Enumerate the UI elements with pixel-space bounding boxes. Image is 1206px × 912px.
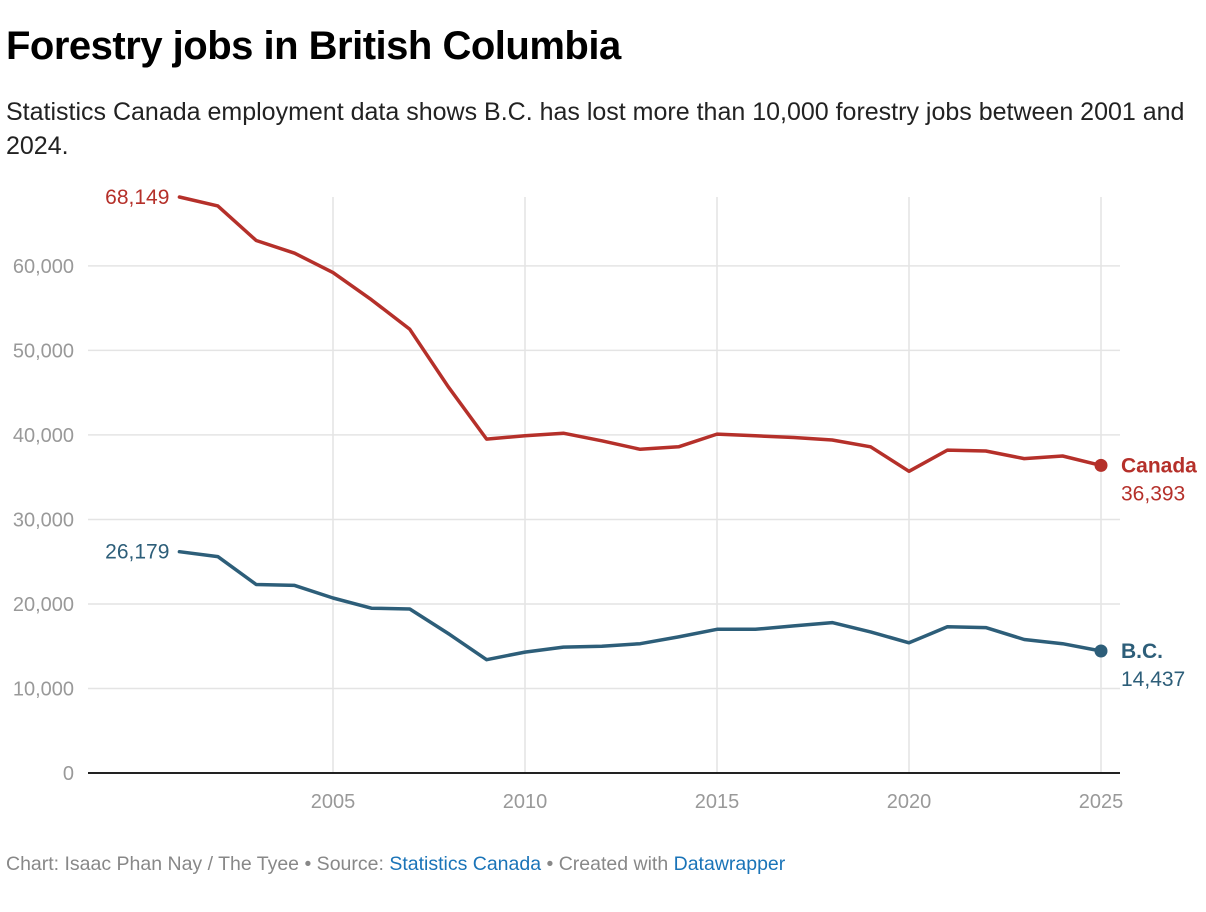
y-tick-label: 20,000 (13, 594, 74, 616)
y-tick-label: 10,000 (13, 678, 74, 700)
series-end-dot-bc (1094, 644, 1108, 658)
start-value-label-bc: 26,179 (105, 541, 169, 564)
x-tick-label: 2005 (311, 791, 356, 813)
chart-title: Forestry jobs in British Columbia (6, 24, 621, 68)
datawrapper-link[interactable]: Datawrapper (673, 853, 786, 875)
x-tick-label: 2025 (1079, 791, 1124, 813)
footer-middle: • Created with (541, 853, 674, 875)
data-labels: 68,149 Canada 36,393 26,179 B.C. 14,437 (105, 186, 1197, 691)
end-value-label-canada: 36,393 (1121, 482, 1185, 505)
line-chart: 0 10,000 20,000 30,000 40,000 50,000 60,000 200… (13, 186, 1197, 813)
start-value-label-canada: 68,149 (105, 186, 169, 209)
y-tick-label: 40,000 (13, 425, 74, 447)
source-link[interactable]: Statistics Canada (389, 853, 542, 875)
series (177, 195, 1108, 662)
series-line-canada (177, 195, 1103, 474)
footer-credit: Chart: Isaac Phan Nay / The Tyee • Sourc… (6, 853, 390, 875)
chart-footer: Chart: Isaac Phan Nay / The Tyee • Sourc… (6, 853, 785, 876)
series-line-bc (177, 549, 1103, 662)
x-tick-label: 2020 (887, 791, 932, 813)
x-tick-label: 2015 (695, 791, 740, 813)
axes: 0 10,000 20,000 30,000 40,000 50,000 60,000 200… (13, 256, 1123, 813)
gridlines (88, 197, 1120, 773)
y-tick-label: 60,000 (13, 256, 74, 278)
y-tick-label: 0 (63, 763, 74, 785)
y-tick-label: 50,000 (13, 340, 74, 362)
y-tick-label: 30,000 (13, 509, 74, 531)
series-name-label-canada: Canada (1121, 454, 1197, 477)
end-value-label-bc: 14,437 (1121, 668, 1185, 691)
series-name-label-bc: B.C. (1121, 640, 1163, 663)
chart-subtitle: Statistics Canada employment data shows … (6, 98, 1185, 160)
x-tick-label: 2010 (503, 791, 548, 813)
series-end-dot-canada (1094, 458, 1108, 472)
